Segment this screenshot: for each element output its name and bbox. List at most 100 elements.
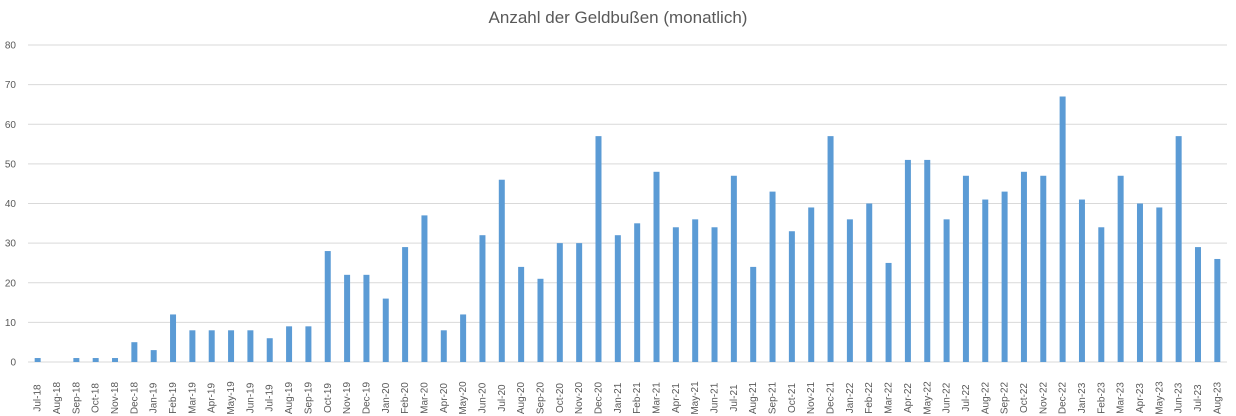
x-tick-label: Jan-20 [381, 382, 392, 413]
bar-Mar-23 [1117, 175, 1124, 362]
bar-Feb-21 [634, 223, 641, 362]
x-tick-label: Jul-18 [33, 384, 44, 412]
bar-Aug-23 [1214, 258, 1221, 362]
x-tick-label: Mar-19 [187, 382, 198, 414]
x-tick-label: Sep-18 [71, 381, 82, 414]
bar-Jan-19 [150, 350, 157, 362]
x-tick-label: May-23 [1154, 381, 1165, 415]
bar-Apr-22 [904, 159, 911, 362]
x-tick-label: Jan-23 [1077, 382, 1088, 413]
bar-Jul-18 [34, 358, 41, 362]
bar-Jul-20 [498, 179, 505, 362]
x-tick-label: May-21 [690, 381, 701, 415]
x-tick-label: Apr-19 [207, 383, 218, 413]
bar-Mar-22 [885, 262, 892, 362]
bar-Oct-18 [92, 358, 99, 362]
bar-Jun-22 [943, 219, 950, 362]
x-tick-label: Nov-22 [1038, 381, 1049, 414]
bar-Dec-21 [827, 136, 834, 362]
chart-title: Anzahl der Geldbußen (monatlich) [488, 8, 748, 27]
bar-Jun-23 [1175, 136, 1182, 362]
x-tick-label: May-19 [226, 381, 237, 415]
x-tick-label: Feb-21 [632, 382, 643, 414]
x-tick-label: Sep-19 [303, 381, 314, 414]
y-tick-label: 10 [5, 318, 17, 329]
x-tick-label: Apr-21 [671, 383, 682, 413]
x-tick-label: Feb-22 [864, 382, 875, 414]
x-tick-label: Oct-22 [1019, 383, 1030, 413]
bar-Nov-19 [344, 274, 351, 362]
bar-Jul-21 [730, 175, 737, 362]
bar-Apr-19 [208, 330, 215, 362]
x-tick-label: Apr-20 [439, 383, 450, 413]
x-tick-label: Dec-18 [129, 381, 140, 414]
bar-Dec-20 [595, 136, 602, 362]
x-tick-label: Aug-19 [284, 381, 295, 414]
bar-Sep-22 [1001, 191, 1008, 362]
bar-Jul-19 [266, 338, 273, 362]
x-tick-label: Mar-20 [419, 382, 430, 414]
bar-Apr-23 [1136, 203, 1143, 362]
x-tick-label: Dec-22 [1058, 381, 1069, 414]
y-tick-label: 50 [5, 159, 17, 170]
x-tick-label: Jan-21 [613, 382, 624, 413]
bar-Oct-22 [1020, 171, 1027, 362]
bar-Apr-21 [672, 227, 679, 362]
x-tick-label: Sep-20 [535, 381, 546, 414]
y-axis-tick-labels: 0 10 20 30 40 50 60 70 80 [5, 41, 17, 369]
bar-Aug-19 [286, 326, 293, 362]
grid-lines [28, 44, 1227, 363]
x-tick-label: Oct-19 [323, 383, 334, 413]
y-tick-label: 40 [5, 199, 17, 210]
x-tick-label: Jan-19 [149, 382, 160, 413]
bar-May-23 [1156, 207, 1163, 362]
bar-Sep-21 [769, 191, 776, 362]
x-tick-label: Aug-21 [748, 381, 759, 414]
x-tick-label: May-22 [922, 381, 933, 415]
bar-May-19 [228, 330, 235, 362]
x-tick-label: Nov-21 [806, 381, 817, 414]
x-tick-label: Jul-19 [265, 384, 276, 412]
bar-Feb-22 [866, 203, 873, 362]
x-axis-tick-labels: Jul-18 Aug-18 Sep-18 Oct-18 Nov-18 Dec-18 Jan-… [33, 381, 1224, 415]
x-tick-label: Aug-18 [52, 381, 63, 414]
x-tick-label: Jan-22 [845, 382, 856, 413]
bar-Feb-23 [1098, 227, 1105, 362]
bar-Jun-20 [479, 235, 486, 362]
x-tick-label: Aug-20 [516, 381, 527, 414]
x-tick-label: Jun-20 [477, 382, 488, 413]
bar-Sep-19 [305, 326, 312, 362]
x-tick-label: Dec-19 [361, 381, 372, 414]
x-tick-label: Aug-22 [980, 381, 991, 414]
bar-May-21 [692, 219, 699, 362]
x-tick-label: Sep-21 [768, 381, 779, 414]
bar-Mar-19 [189, 330, 196, 362]
bar-Feb-19 [170, 314, 177, 362]
bar-Jan-20 [382, 298, 389, 362]
x-tick-label: Mar-22 [884, 382, 895, 414]
bar-Aug-20 [518, 266, 525, 362]
y-tick-label: 70 [5, 80, 17, 91]
bar-Aug-21 [750, 266, 757, 362]
bar-Nov-18 [112, 358, 119, 362]
bar-May-22 [924, 159, 931, 362]
bar-Apr-20 [440, 330, 447, 362]
bar-Sep-20 [537, 278, 544, 362]
bar-Nov-21 [808, 207, 815, 362]
x-tick-label: May-20 [458, 381, 469, 415]
y-tick-label: 60 [5, 120, 17, 131]
y-tick-label: 20 [5, 278, 17, 289]
x-tick-label: Apr-22 [903, 383, 914, 413]
x-tick-label: Oct-20 [555, 383, 566, 413]
x-tick-label: Dec-21 [826, 381, 837, 414]
bar-Dec-22 [1059, 96, 1066, 362]
x-tick-label: Sep-22 [1000, 381, 1011, 414]
x-tick-label: Oct-18 [91, 383, 102, 413]
bar-Jan-22 [846, 219, 853, 362]
x-tick-label: Jun-22 [942, 382, 953, 413]
x-tick-label: Apr-23 [1135, 383, 1146, 413]
x-tick-label: Mar-23 [1116, 382, 1127, 414]
bar-Mar-20 [421, 215, 428, 362]
bar-Feb-20 [402, 247, 409, 362]
